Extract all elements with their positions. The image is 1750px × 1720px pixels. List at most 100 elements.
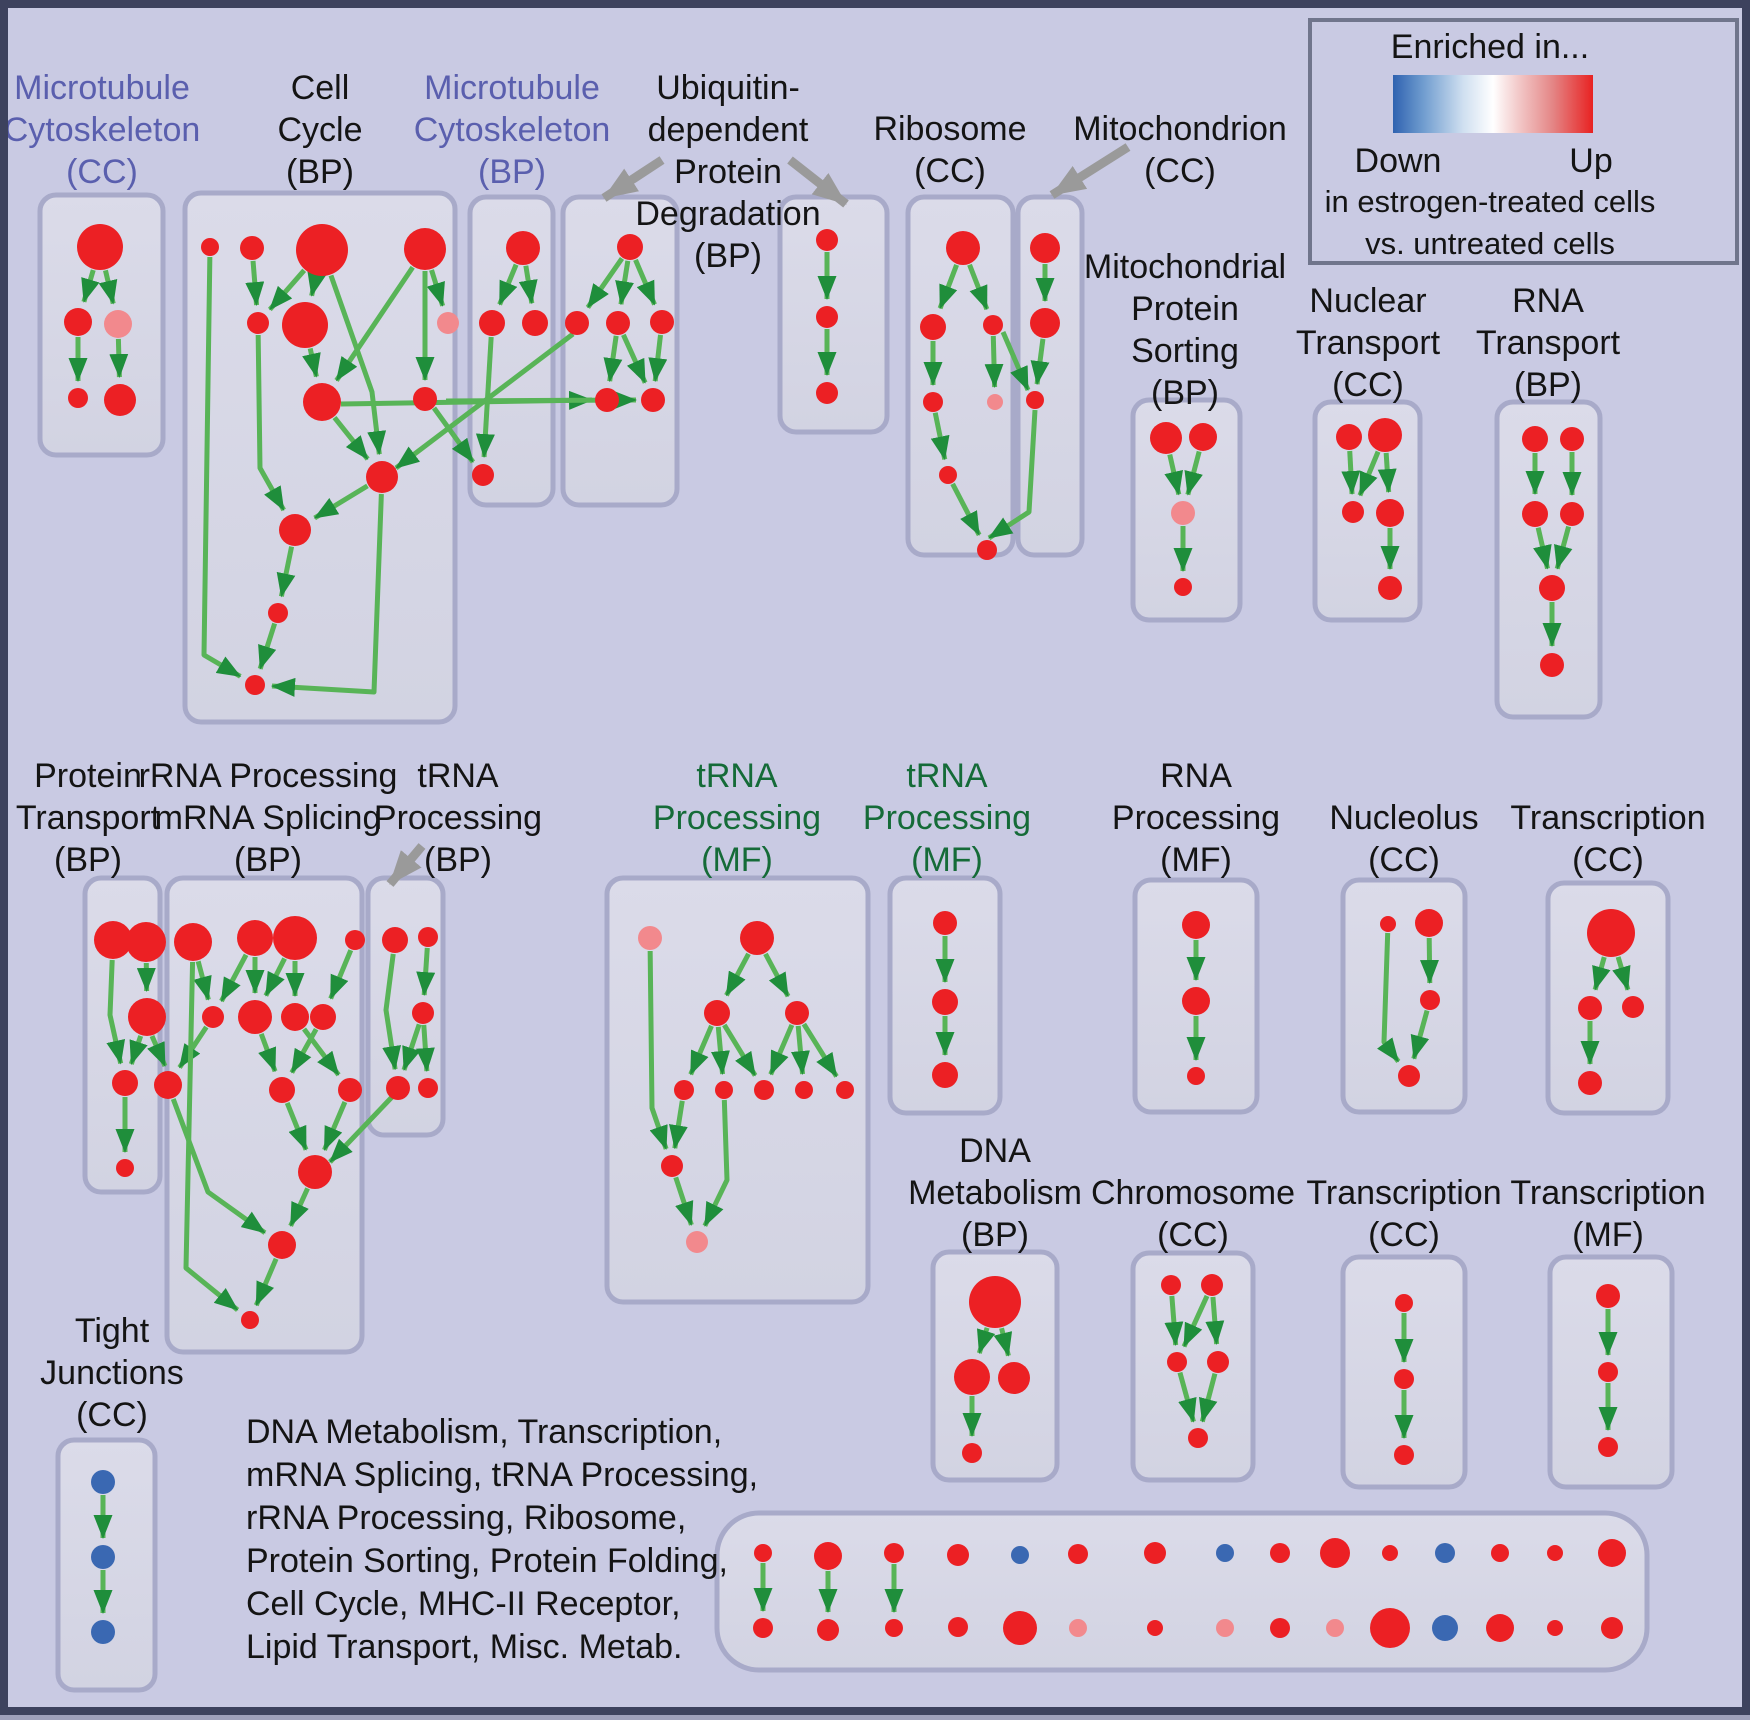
- node-chromosome-cc: [1161, 1275, 1181, 1295]
- node-trna-processing-mf-2: [933, 911, 957, 935]
- edge-nuclear-transport-cc: [1386, 453, 1389, 492]
- cluster-label-trna-processing-bp: tRNA: [417, 757, 499, 795]
- misc-clusters-caption: Protein Sorting, Protein Folding,: [246, 1542, 728, 1580]
- node-tight-junctions-cc: [91, 1545, 115, 1569]
- node-trna-processing-mf-1: [661, 1155, 683, 1177]
- cluster-label-trna-processing-mf-1: tRNA: [696, 757, 778, 795]
- node-cell-cycle-bp: [437, 312, 459, 334]
- node-misc-clusters-strip: [1068, 1544, 1088, 1564]
- cluster-label-tight-junctions-cc: Tight: [75, 1312, 150, 1350]
- node-rrna-processing-mrna-splicing-bp: [237, 920, 273, 956]
- node-nuclear-transport-cc: [1368, 418, 1402, 452]
- node-nuclear-transport-cc: [1378, 576, 1402, 600]
- cluster-label-rna-transport-bp: RNA: [1512, 282, 1584, 320]
- node-cell-cycle-bp: [240, 236, 264, 260]
- node-ubiquitin-degradation-bp-2: [816, 306, 838, 328]
- cluster-label-ribosome-cc: (CC): [914, 152, 986, 190]
- cluster-label-dna-metabolism-bp: Metabolism: [908, 1174, 1082, 1212]
- cluster-label-nucleolus-cc: (CC): [1368, 841, 1440, 879]
- node-protein-transport-bp: [126, 922, 166, 962]
- node-trna-processing-bp: [418, 1078, 438, 1098]
- node-trna-processing-mf-1: [704, 1000, 730, 1026]
- node-rna-transport-bp: [1560, 427, 1584, 451]
- cluster-label-rrna-processing-mrna-splicing-bp: (BP): [234, 841, 302, 879]
- node-microtubule-cytoskeleton-bp: [506, 231, 540, 265]
- cluster-label-tight-junctions-cc: (CC): [76, 1396, 148, 1434]
- node-chromosome-cc: [1201, 1274, 1223, 1296]
- node-trna-processing-bp: [386, 1076, 410, 1100]
- legend-color-scale-icon: [1393, 75, 1593, 133]
- cluster-label-rrna-processing-mrna-splicing-bp: rRNA Processing: [139, 757, 398, 795]
- node-misc-clusters-strip: [1216, 1544, 1234, 1562]
- node-misc-clusters-strip: [1270, 1618, 1290, 1638]
- cluster-label-nucleolus-cc: Nucleolus: [1329, 799, 1478, 837]
- node-transcription-mf: [1598, 1437, 1618, 1457]
- cluster-label-mitochondrion-cc: Mitochondrion: [1073, 110, 1287, 148]
- cluster-label-cell-cycle-bp: Cycle: [277, 111, 362, 149]
- cluster-label-protein-transport-bp: Transport: [16, 799, 161, 837]
- cluster-label-nuclear-transport-cc: Transport: [1296, 324, 1441, 362]
- node-rna-transport-bp: [1522, 426, 1548, 452]
- edge-nucleolus-cc: [1429, 938, 1430, 983]
- node-trna-processing-mf-1: [715, 1081, 733, 1099]
- node-mitochondrial-protein-sorting-bp: [1174, 578, 1192, 596]
- cluster-label-rna-processing-mf: Processing: [1112, 799, 1280, 837]
- cluster-label-nuclear-transport-cc: (CC): [1332, 366, 1404, 404]
- node-mitochondrial-protein-sorting-bp: [1171, 501, 1195, 525]
- node-misc-clusters-strip: [1147, 1620, 1163, 1636]
- node-rrna-processing-mrna-splicing-bp: [174, 923, 212, 961]
- node-rna-processing-mf: [1182, 911, 1210, 939]
- node-cell-cycle-bp: [303, 383, 341, 421]
- node-rrna-processing-mrna-splicing-bp: [281, 1003, 309, 1031]
- node-rna-processing-mf: [1187, 1067, 1205, 1085]
- cluster-label-ubiquitin-dependent-protein-degradation-bp: Ubiquitin-: [656, 69, 800, 107]
- cluster-label-trna-processing-mf-1: Processing: [653, 799, 821, 837]
- node-misc-clusters-strip: [754, 1544, 772, 1562]
- node-mitochondrion-cc: [1026, 391, 1044, 409]
- node-misc-clusters-strip: [1144, 1542, 1166, 1564]
- cluster-label-microtubule-cytoskeleton-bp: (BP): [478, 153, 546, 191]
- node-rrna-processing-mrna-splicing-bp: [298, 1155, 332, 1189]
- node-dna-metabolism-bp: [998, 1362, 1030, 1394]
- node-misc-clusters-strip: [1069, 1619, 1087, 1637]
- cluster-label-ubiquitin-dependent-protein-degradation-bp: (BP): [694, 237, 762, 275]
- node-rna-transport-bp: [1560, 502, 1584, 526]
- cluster-label-mitochondrial-protein-sorting-bp: Sorting: [1131, 332, 1239, 370]
- node-trna-processing-mf-2: [932, 1062, 958, 1088]
- node-chromosome-cc: [1188, 1428, 1208, 1448]
- cluster-label-ubiquitin-dependent-protein-degradation-bp: dependent: [648, 111, 809, 149]
- node-trna-processing-mf-1: [785, 1001, 809, 1025]
- node-cell-cycle-bp: [268, 603, 288, 623]
- node-trna-processing-mf-1: [686, 1231, 708, 1253]
- node-cell-cycle-bp: [413, 387, 437, 411]
- cluster-label-rrna-processing-mrna-splicing-bp: mRNA Splicing: [155, 799, 382, 837]
- legend-up-label: Up: [1569, 142, 1612, 180]
- cluster-label-transcription-cc-lower: (CC): [1368, 1216, 1440, 1254]
- node-misc-clusters-strip: [1547, 1620, 1563, 1636]
- node-dna-metabolism-bp: [954, 1359, 990, 1395]
- cluster-label-chromosome-cc: Chromosome: [1091, 1174, 1295, 1212]
- node-misc-clusters-strip: [1382, 1545, 1398, 1561]
- cluster-label-transcription-mf: Transcription: [1510, 1174, 1705, 1212]
- cluster-label-cell-cycle-bp: Cell: [291, 69, 350, 107]
- node-microtubule-cytoskeleton-cc: [104, 310, 132, 338]
- legend-title: Enriched in...: [1391, 28, 1589, 66]
- node-rna-transport-bp: [1539, 575, 1565, 601]
- cluster-label-ubiquitin-dependent-protein-degradation-bp: Protein: [674, 153, 782, 191]
- cluster-label-mitochondrial-protein-sorting-bp: Mitochondrial: [1084, 248, 1286, 286]
- cluster-label-microtubule-cytoskeleton-cc: (CC): [66, 153, 138, 191]
- misc-clusters-caption: Lipid Transport, Misc. Metab.: [246, 1628, 683, 1666]
- cluster-label-mitochondrion-cc: (CC): [1144, 152, 1216, 190]
- node-misc-clusters-strip: [1432, 1615, 1458, 1641]
- node-mitochondrion-cc: [1030, 308, 1060, 338]
- node-tight-junctions-cc: [91, 1620, 115, 1644]
- cluster-label-trna-processing-mf-2: Processing: [863, 799, 1031, 837]
- node-rna-transport-bp: [1540, 653, 1564, 677]
- node-transcription-cc-upper: [1622, 996, 1644, 1018]
- node-nuclear-transport-cc: [1342, 501, 1364, 523]
- node-chromosome-cc: [1167, 1352, 1187, 1372]
- cluster-label-transcription-cc-upper: Transcription: [1510, 799, 1705, 837]
- node-nuclear-transport-cc: [1336, 424, 1362, 450]
